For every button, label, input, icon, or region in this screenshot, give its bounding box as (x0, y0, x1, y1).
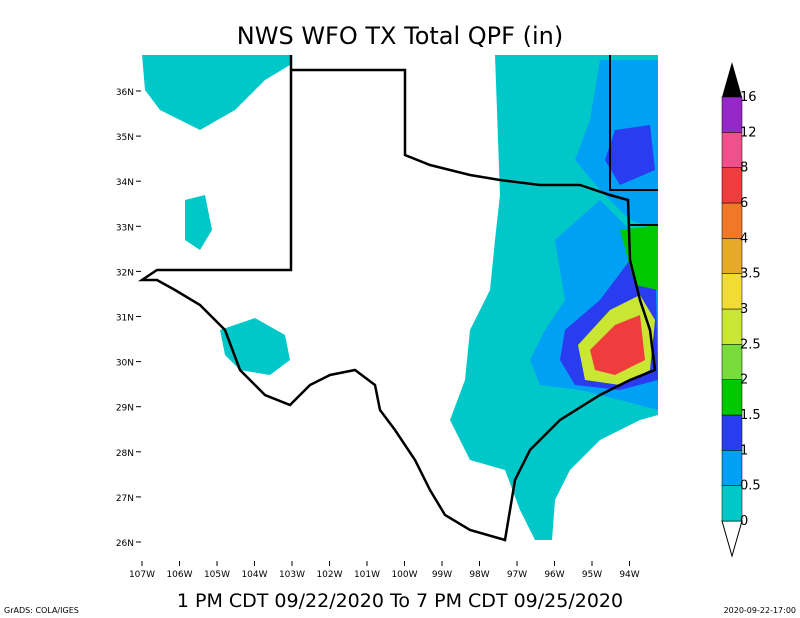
colorbar-bin (721, 238, 743, 274)
lon-label: 107W (129, 570, 155, 580)
colorbar-label: 16 (740, 90, 757, 105)
lon-label: 101W (354, 570, 380, 580)
colorbar-top (722, 62, 742, 97)
lon-label: 106W (166, 570, 192, 580)
lon-label: 94W (619, 570, 639, 580)
lon-label: 102W (316, 570, 342, 580)
lon-label: 96W (544, 570, 564, 580)
lon-label: 98W (469, 570, 489, 580)
lat-label: 32N (116, 268, 134, 278)
lon-label: 103W (279, 570, 305, 580)
lon-label: 105W (204, 570, 230, 580)
map (137, 55, 658, 542)
colorbar-label: 1.5 (740, 408, 761, 423)
colorbar-label: 12 (740, 125, 757, 140)
timestamp: 2020-09-22-17:00 (724, 606, 796, 615)
colorbar-bin (721, 414, 743, 451)
lat-label: 27N (116, 494, 134, 504)
state-border (137, 55, 657, 542)
lon-label: 100W (391, 570, 417, 580)
colorbar-label: 3.5 (740, 267, 761, 282)
lat-label: 36N (116, 88, 134, 98)
subtitle: 1 PM CDT 09/22/2020 To 7 PM CDT 09/25/20… (177, 590, 623, 612)
colorbar-bin (721, 308, 743, 345)
lat-label: 33N (116, 223, 134, 233)
colorbar-label: 4 (740, 231, 748, 246)
colorbar-label: 2 (740, 373, 748, 388)
lat-label: 26N (116, 539, 134, 549)
colorbar-bin (721, 344, 743, 380)
colorbar-label: 0 (740, 514, 748, 529)
colorbar-bin (721, 273, 743, 310)
lon-label: 99W (432, 570, 452, 580)
colorbar-label: 2.5 (740, 337, 761, 352)
colorbar-label: 1 (740, 443, 748, 458)
colorbar-bin (721, 132, 743, 168)
lon-label: 95W (582, 570, 602, 580)
colorbar-bin (721, 485, 743, 522)
qpf-red (590, 315, 645, 375)
lat-label: 31N (116, 314, 134, 324)
lat-label: 29N (116, 404, 134, 414)
colorbar-bin (721, 379, 743, 416)
credit: GrADS: COLA/IGES (4, 606, 79, 615)
colorbar-bin (721, 450, 743, 486)
lon-label: 104W (241, 570, 267, 580)
lon-label: 97W (507, 570, 527, 580)
colorbar-bottom (721, 520, 743, 558)
colorbar-label: 0.5 (740, 479, 761, 494)
lat-label: 34N (116, 178, 134, 188)
title: NWS WFO TX Total QPF (in) (237, 22, 563, 50)
qpf-blue (605, 125, 655, 185)
colorbar-label: 8 (740, 161, 748, 176)
colorbar-bin (721, 96, 743, 133)
qpf-cyan (185, 195, 212, 250)
lat-label: 35N (116, 133, 134, 143)
colorbar-bin (721, 202, 743, 239)
colorbar-bin (721, 167, 743, 204)
colorbar-label: 6 (740, 196, 748, 211)
qpf-cyan (142, 55, 290, 130)
lat-label: 30N (116, 359, 134, 369)
colorbar-label: 3 (740, 302, 748, 317)
state-border (609, 55, 658, 191)
lat-label: 28N (116, 449, 134, 459)
